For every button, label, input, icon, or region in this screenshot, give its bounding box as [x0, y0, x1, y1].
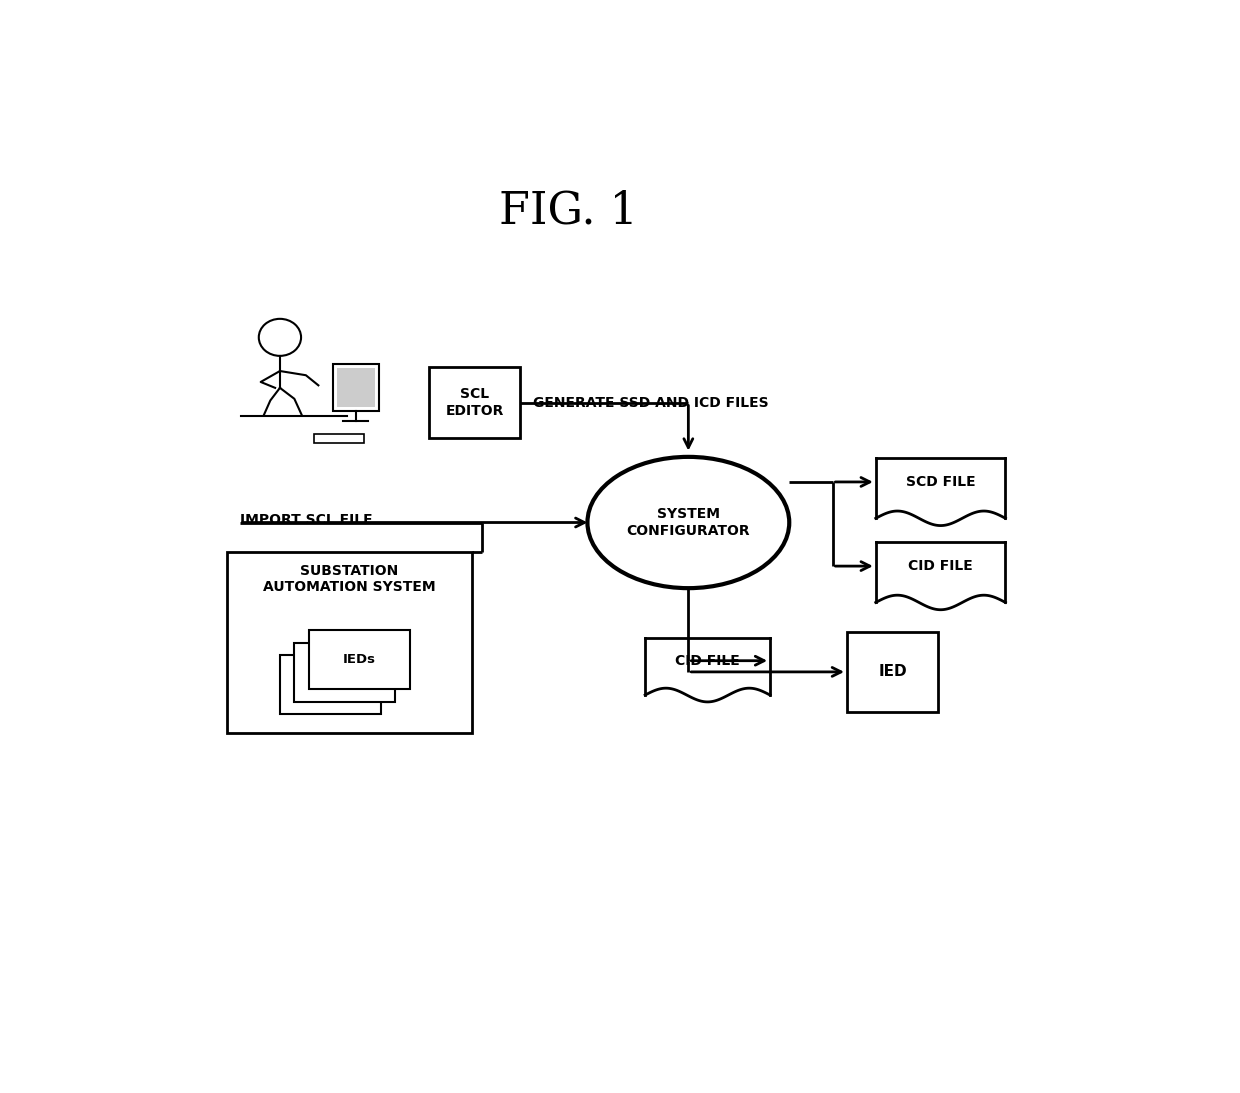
Bar [429, 367, 521, 438]
Text: FIG. 1: FIG. 1 [498, 189, 637, 233]
Text: IEDs: IEDs [342, 654, 376, 667]
Text: GENERATE SSD AND ICD FILES: GENERATE SSD AND ICD FILES [533, 396, 769, 410]
Bar [314, 434, 363, 443]
Text: SCD FILE: SCD FILE [905, 475, 976, 489]
Text: IMPORT SCL FILE: IMPORT SCL FILE [239, 513, 372, 527]
Text: SYSTEM
CONFIGURATOR: SYSTEM CONFIGURATOR [626, 507, 750, 538]
Bar [294, 643, 396, 702]
Bar [280, 656, 381, 715]
Circle shape [259, 319, 301, 356]
Text: CID FILE: CID FILE [676, 654, 740, 668]
Bar [332, 364, 379, 411]
Ellipse shape [588, 457, 789, 588]
Text: SCL
EDITOR: SCL EDITOR [445, 388, 503, 418]
Bar [336, 367, 374, 408]
Bar [227, 552, 472, 733]
Bar [309, 631, 409, 690]
Bar [847, 632, 939, 712]
Text: SUBSTATION
AUTOMATION SYSTEM: SUBSTATION AUTOMATION SYSTEM [263, 564, 436, 593]
Text: CID FILE: CID FILE [908, 560, 973, 573]
Text: IED: IED [878, 665, 906, 680]
